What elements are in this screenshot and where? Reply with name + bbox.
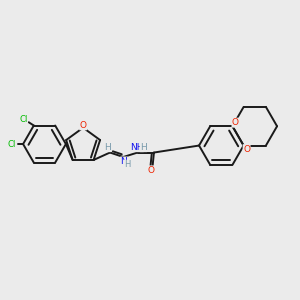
Text: O: O	[232, 118, 239, 127]
Text: O: O	[148, 166, 154, 175]
Text: O: O	[243, 145, 250, 154]
Text: H: H	[140, 143, 147, 152]
Text: NH: NH	[130, 143, 143, 152]
Text: N: N	[121, 157, 127, 166]
Text: Cl: Cl	[19, 115, 28, 124]
Text: H: H	[104, 143, 111, 152]
Text: O: O	[80, 121, 87, 130]
Text: H: H	[124, 160, 130, 169]
Text: Cl: Cl	[8, 140, 16, 148]
